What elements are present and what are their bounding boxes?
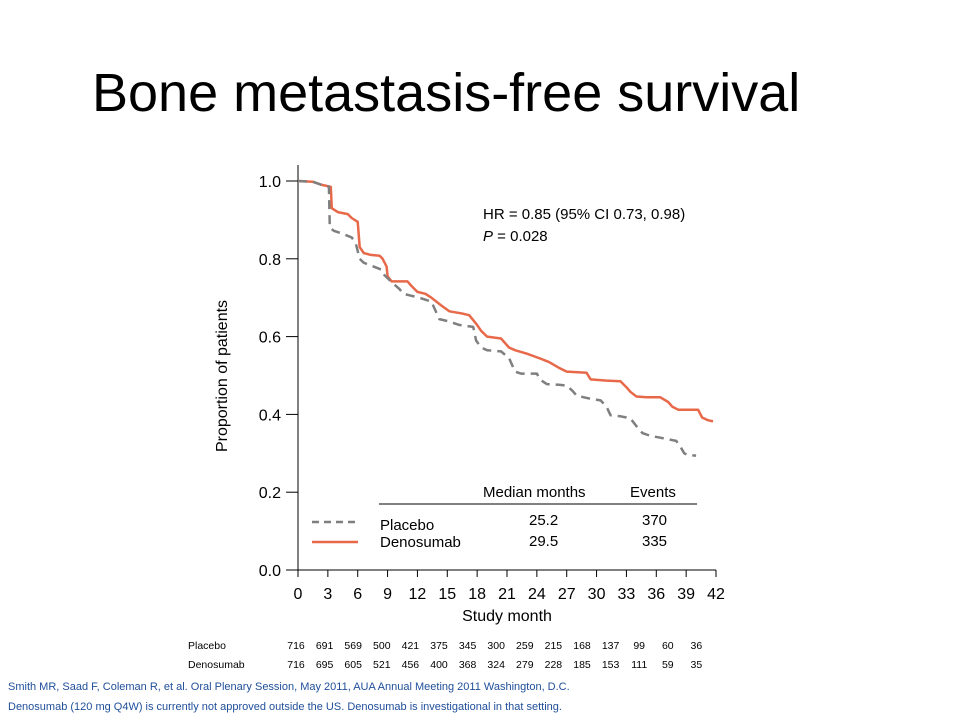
risk-cell: 137 [602,640,620,652]
x-tick-label: 6 [353,586,362,603]
risk-cell: 500 [373,640,391,652]
legend-median-placebo: 25.2 [529,512,558,529]
y-tick-label: 0.8 [259,252,281,269]
risk-cell: 716 [287,640,305,652]
slide-title: Bone metastasis-free survival [92,63,801,123]
risk-table: Placebo 716 691 569 500 421 375 345 300 259 215 168… [188,640,702,671]
risk-cell: 168 [573,640,591,652]
legend-label-denosumab: Denosumab [380,534,461,551]
risk-cell: 521 [373,659,391,671]
risk-cell: 324 [487,659,505,671]
x-axis-title: Study month [462,608,552,625]
risk-cell: 228 [545,659,563,671]
risk-cell: 215 [545,640,563,652]
risk-cell: 185 [573,659,591,671]
legend-events-placebo: 370 [642,512,667,529]
footnote-citation: Smith MR, Saad F, Coleman R, et al. Oral… [8,681,570,693]
x-tick-label: 36 [647,586,665,603]
risk-cell: 300 [487,640,505,652]
risk-cell: 259 [516,640,534,652]
series-line-denosumab [297,179,714,423]
survival-curves [297,179,714,457]
risk-cell: 279 [516,659,534,671]
p-value-label: P = 0.028 [483,228,548,245]
risk-cell: 99 [633,640,645,652]
x-tick-label: 18 [468,586,486,603]
risk-cell: 421 [402,640,420,652]
risk-cell: 35 [691,659,703,671]
chart-legend: Median months Events Placebo 25.2 370 Denosum… [312,484,697,551]
x-tick-label: 30 [588,586,606,603]
x-tick-label: 42 [707,586,725,603]
risk-cell: 716 [287,659,305,671]
legend-header-median: Median months [483,484,586,501]
y-tick-label: 0.2 [259,485,281,502]
x-tick-label: 9 [383,586,392,603]
legend-median-denosumab: 29.5 [529,533,558,550]
x-tick-label: 3 [323,586,332,603]
x-tick-label: 21 [498,586,516,603]
hazard-ratio-label: HR = 0.85 (95% CI 0.73, 0.98) [483,206,685,223]
risk-cell: 36 [691,640,703,652]
risk-cell: 153 [602,659,620,671]
risk-cell: 375 [430,640,448,652]
x-tick-label: 39 [677,586,695,603]
legend-header-events: Events [630,484,676,501]
risk-row-label: Denosumab [188,659,245,671]
risk-cell: 569 [344,640,362,652]
risk-cell: 111 [631,659,647,671]
legend-events-denosumab: 335 [642,533,667,550]
risk-cell: 368 [459,659,477,671]
x-tick-label: 24 [528,586,546,603]
footnote-disclaimer: Denosumab (120 mg Q4W) is currently not … [8,701,562,713]
x-tick-label: 27 [558,586,576,603]
risk-row-label: Placebo [188,640,226,652]
y-tick-label: 0.0 [259,563,281,580]
x-tick-label: 12 [409,586,427,603]
risk-cell: 691 [316,640,334,652]
risk-cell: 345 [459,640,477,652]
risk-cell: 400 [430,659,448,671]
x-tick-label: 33 [618,586,636,603]
x-tick-label: 0 [294,586,303,603]
risk-cell: 605 [344,659,362,671]
y-tick-label: 1.0 [259,174,281,191]
x-tick-label: 15 [438,586,456,603]
chart-axes: 0.00.20.40.60.81.00 3 6 9 12 15 18 21 24 27 30 33 36… [214,165,725,625]
y-tick-label: 0.4 [259,407,281,424]
risk-cell: 456 [402,659,420,671]
risk-cell: 60 [662,640,674,652]
y-axis-title: Proportion of patients [214,300,231,452]
legend-label-placebo: Placebo [380,517,434,534]
y-tick-label: 0.6 [259,330,281,347]
risk-cell: 59 [662,659,674,671]
risk-cell: 695 [316,659,334,671]
